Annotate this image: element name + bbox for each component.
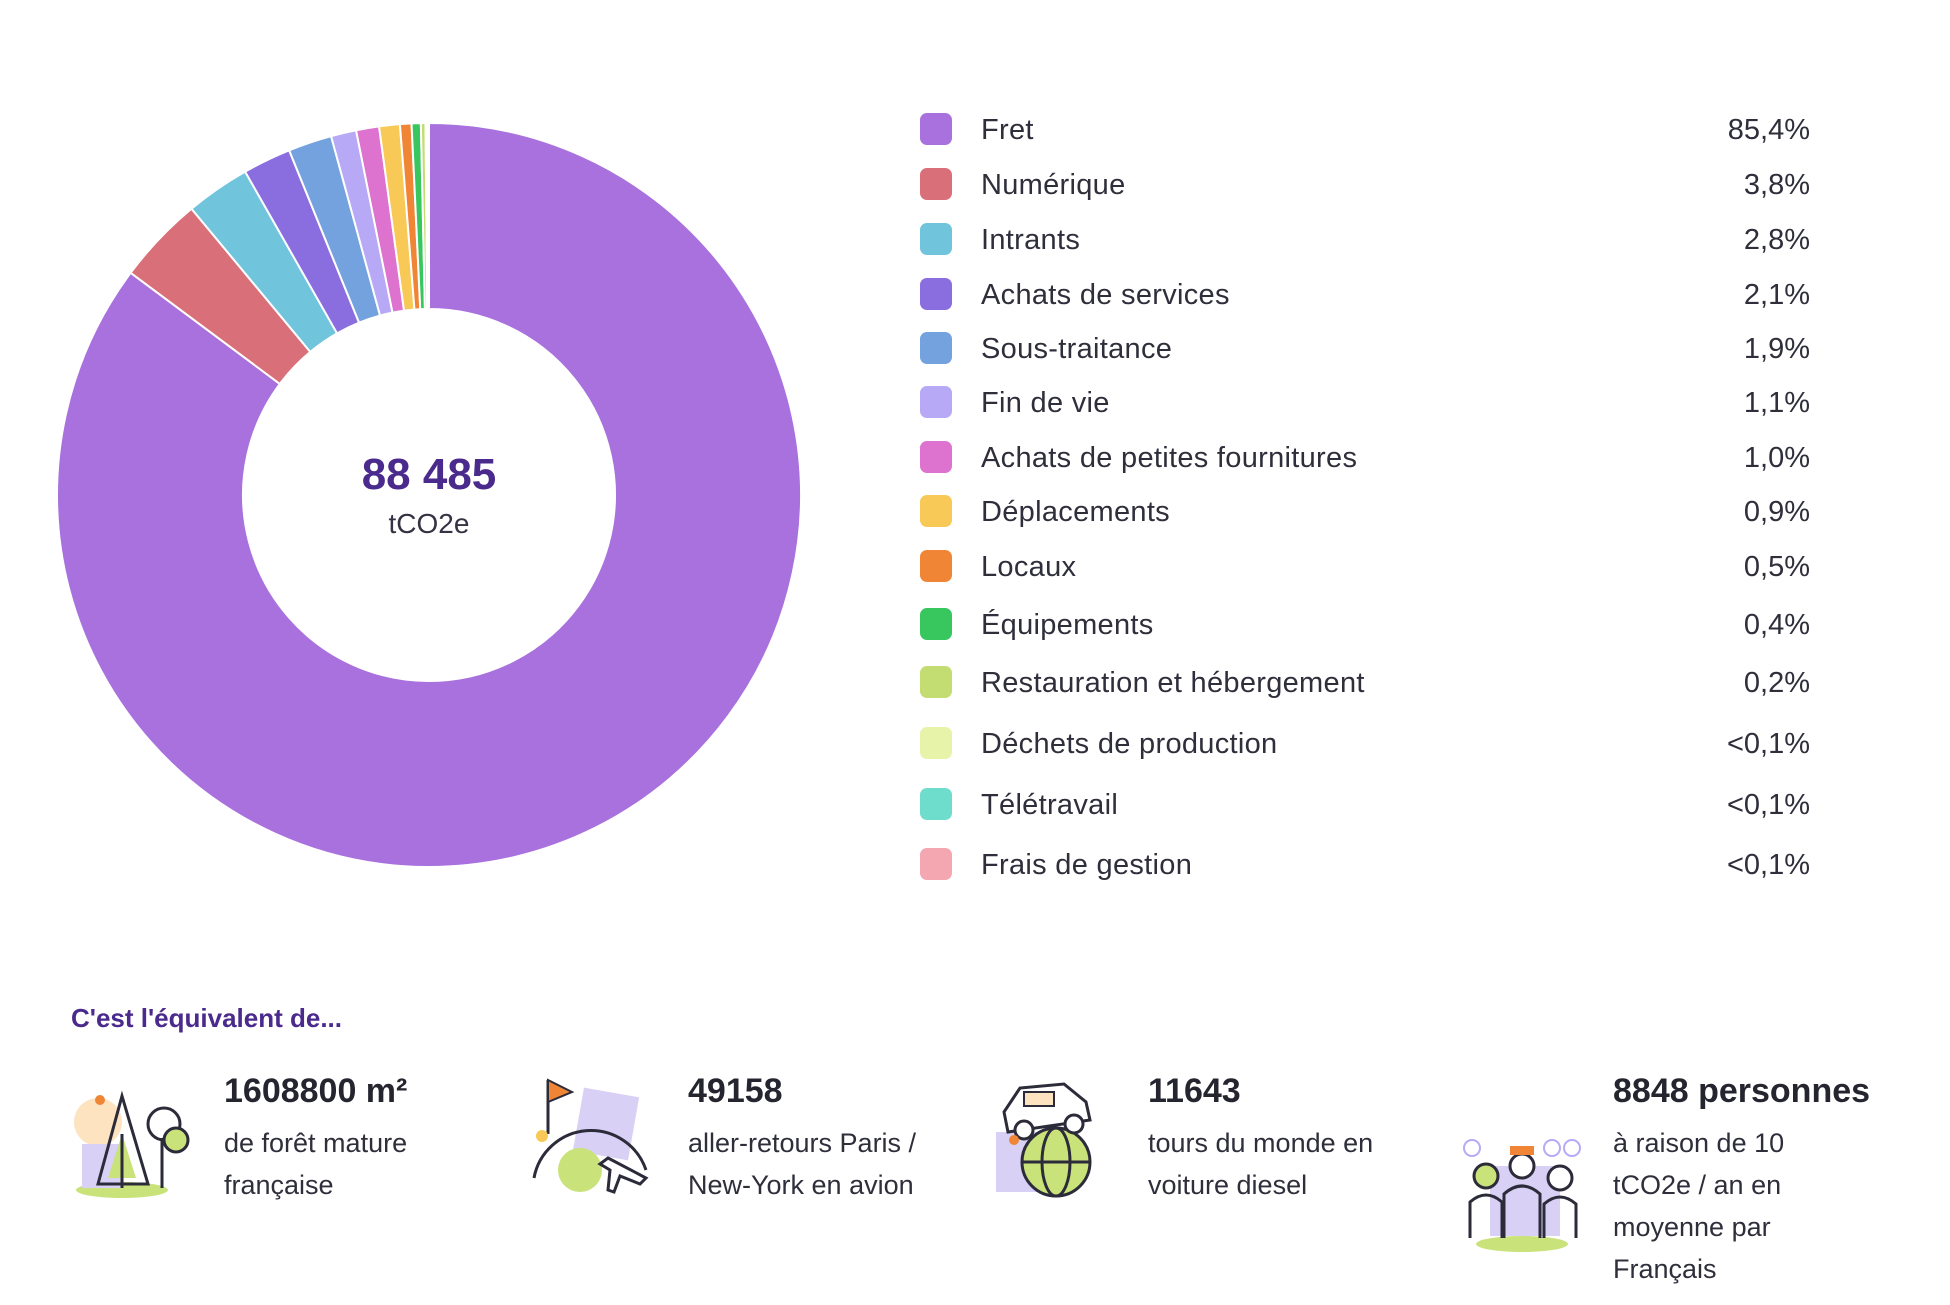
legend-value: 0,5% bbox=[1743, 551, 1810, 583]
equivalent-desc-line: Français bbox=[1613, 1254, 1717, 1284]
equivalents-title: C'est l'équivalent de... bbox=[71, 1003, 342, 1033]
equivalent-desc-line: à raison de 10 bbox=[1613, 1128, 1785, 1158]
legend-swatch bbox=[920, 495, 952, 527]
legend-label: Fin de vie bbox=[981, 387, 1110, 419]
legend-item[interactable]: Équipements 0,4% bbox=[920, 605, 1810, 645]
legend-value: 3,8% bbox=[1743, 169, 1810, 201]
equivalent-desc-line: française bbox=[224, 1170, 334, 1200]
legend-label: Locaux bbox=[981, 551, 1077, 583]
legend-swatch bbox=[920, 113, 952, 145]
equivalent-description: à raison de 10 tCO2e / an en moyenne par… bbox=[1613, 1122, 1913, 1290]
equivalent-flights: 49158 aller-retours Paris / New-York en … bbox=[528, 1060, 958, 1300]
legend-item[interactable]: Déchets de production <0,1% bbox=[920, 724, 1810, 764]
legend-label: Sous-traitance bbox=[981, 333, 1173, 365]
legend-value: <0,1% bbox=[1726, 849, 1810, 881]
legend-value: 1,0% bbox=[1743, 442, 1810, 474]
equivalent-car: 11643 tours du monde en voiture diesel bbox=[990, 1060, 1420, 1300]
legend-value: 0,9% bbox=[1743, 496, 1810, 528]
legend-swatch bbox=[920, 788, 952, 820]
legend-value: 1,9% bbox=[1743, 333, 1810, 365]
donut-svg bbox=[56, 121, 802, 868]
people-icon bbox=[1463, 1139, 1581, 1252]
legend-value: 0,2% bbox=[1743, 667, 1810, 699]
legend-label: Numérique bbox=[981, 169, 1126, 201]
legend-label: Achats de petites fournitures bbox=[981, 442, 1358, 474]
equivalent-value: 8848 personnes bbox=[1613, 1072, 1871, 1110]
donut-slice-0[interactable] bbox=[56, 121, 802, 868]
legend-swatch bbox=[920, 727, 952, 759]
legend-item[interactable]: Locaux 0,5% bbox=[920, 547, 1810, 587]
equivalent-desc-line: voiture diesel bbox=[1148, 1170, 1308, 1200]
legend-item[interactable]: Fin de vie 1,1% bbox=[920, 383, 1810, 423]
legend-label: Fret bbox=[981, 114, 1034, 146]
legend-item[interactable]: Achats de services 2,1% bbox=[920, 275, 1810, 315]
car-globe-icon bbox=[996, 1082, 1092, 1198]
donut-chart: 88 485 tCO2e bbox=[54, 120, 804, 870]
legend-value: <0,1% bbox=[1726, 789, 1810, 821]
equivalent-value: 11643 bbox=[1148, 1072, 1241, 1110]
legend-value: 0,4% bbox=[1743, 609, 1810, 641]
equivalent-description: tours du monde en voiture diesel bbox=[1148, 1122, 1418, 1206]
total-emissions: 88 485 bbox=[361, 450, 497, 499]
donut-slice-13[interactable] bbox=[426, 121, 430, 311]
legend-item[interactable]: Télétravail <0,1% bbox=[920, 785, 1810, 825]
equivalent-value: 1608800 m² bbox=[224, 1072, 408, 1110]
legend-label: Équipements bbox=[981, 609, 1154, 641]
legend-label: Achats de services bbox=[981, 279, 1230, 311]
legend-item[interactable]: Déplacements 0,9% bbox=[920, 492, 1810, 532]
legend-swatch bbox=[920, 608, 952, 640]
legend-label: Intrants bbox=[981, 224, 1081, 256]
legend-swatch bbox=[920, 223, 952, 255]
chart-legend: Fret 85,4% Numérique 3,8% Intrants 2,8% Achats… bbox=[920, 0, 1820, 900]
legend-swatch bbox=[920, 666, 952, 698]
legend-swatch bbox=[920, 332, 952, 364]
total-emissions-unit: tCO2e bbox=[388, 508, 470, 539]
equivalent-desc-line: tCO2e / an en bbox=[1613, 1170, 1782, 1200]
equivalent-forest: 1608800 m² de forêt mature française bbox=[64, 1060, 494, 1300]
legend-value: <0,1% bbox=[1726, 728, 1810, 760]
legend-swatch bbox=[920, 168, 952, 200]
legend-item[interactable]: Restauration et hébergement 0,2% bbox=[920, 663, 1810, 703]
legend-value: 1,1% bbox=[1743, 387, 1810, 419]
airplane-icon bbox=[532, 1078, 649, 1194]
equivalent-description: de forêt mature française bbox=[224, 1122, 494, 1206]
legend-item[interactable]: Achats de petites fournitures 1,0% bbox=[920, 438, 1810, 478]
legend-swatch bbox=[920, 848, 952, 880]
legend-swatch bbox=[920, 441, 952, 473]
equivalent-desc-line: New-York en avion bbox=[688, 1170, 914, 1200]
legend-label: Déplacements bbox=[981, 496, 1170, 528]
equivalent-desc-line: tours du monde en bbox=[1148, 1128, 1374, 1158]
legend-swatch bbox=[920, 386, 952, 418]
equivalent-description: aller-retours Paris / New-York en avion bbox=[688, 1122, 958, 1206]
legend-label: Restauration et hébergement bbox=[981, 667, 1365, 699]
legend-label: Déchets de production bbox=[981, 728, 1278, 760]
legend-item[interactable]: Frais de gestion <0,1% bbox=[920, 845, 1810, 885]
legend-item[interactable]: Fret 85,4% bbox=[920, 110, 1810, 150]
forest-icon bbox=[74, 1090, 190, 1198]
legend-label: Télétravail bbox=[981, 789, 1119, 821]
legend-value: 85,4% bbox=[1727, 114, 1810, 146]
equivalent-people: 8848 personnes à raison de 10 tCO2e / an… bbox=[1460, 1060, 1930, 1300]
legend-swatch bbox=[920, 550, 952, 582]
legend-value: 2,1% bbox=[1743, 279, 1810, 311]
legend-label: Frais de gestion bbox=[981, 849, 1193, 881]
equivalent-value: 49158 bbox=[688, 1072, 783, 1110]
equivalent-desc-line: de forêt mature bbox=[224, 1128, 408, 1158]
equivalent-desc-line: aller-retours Paris / bbox=[688, 1128, 917, 1158]
equivalent-desc-line: moyenne par bbox=[1613, 1212, 1771, 1242]
legend-item[interactable]: Numérique 3,8% bbox=[920, 165, 1810, 205]
legend-item[interactable]: Intrants 2,8% bbox=[920, 220, 1810, 260]
legend-value: 2,8% bbox=[1743, 224, 1810, 256]
legend-item[interactable]: Sous-traitance 1,9% bbox=[920, 329, 1810, 369]
legend-swatch bbox=[920, 278, 952, 310]
